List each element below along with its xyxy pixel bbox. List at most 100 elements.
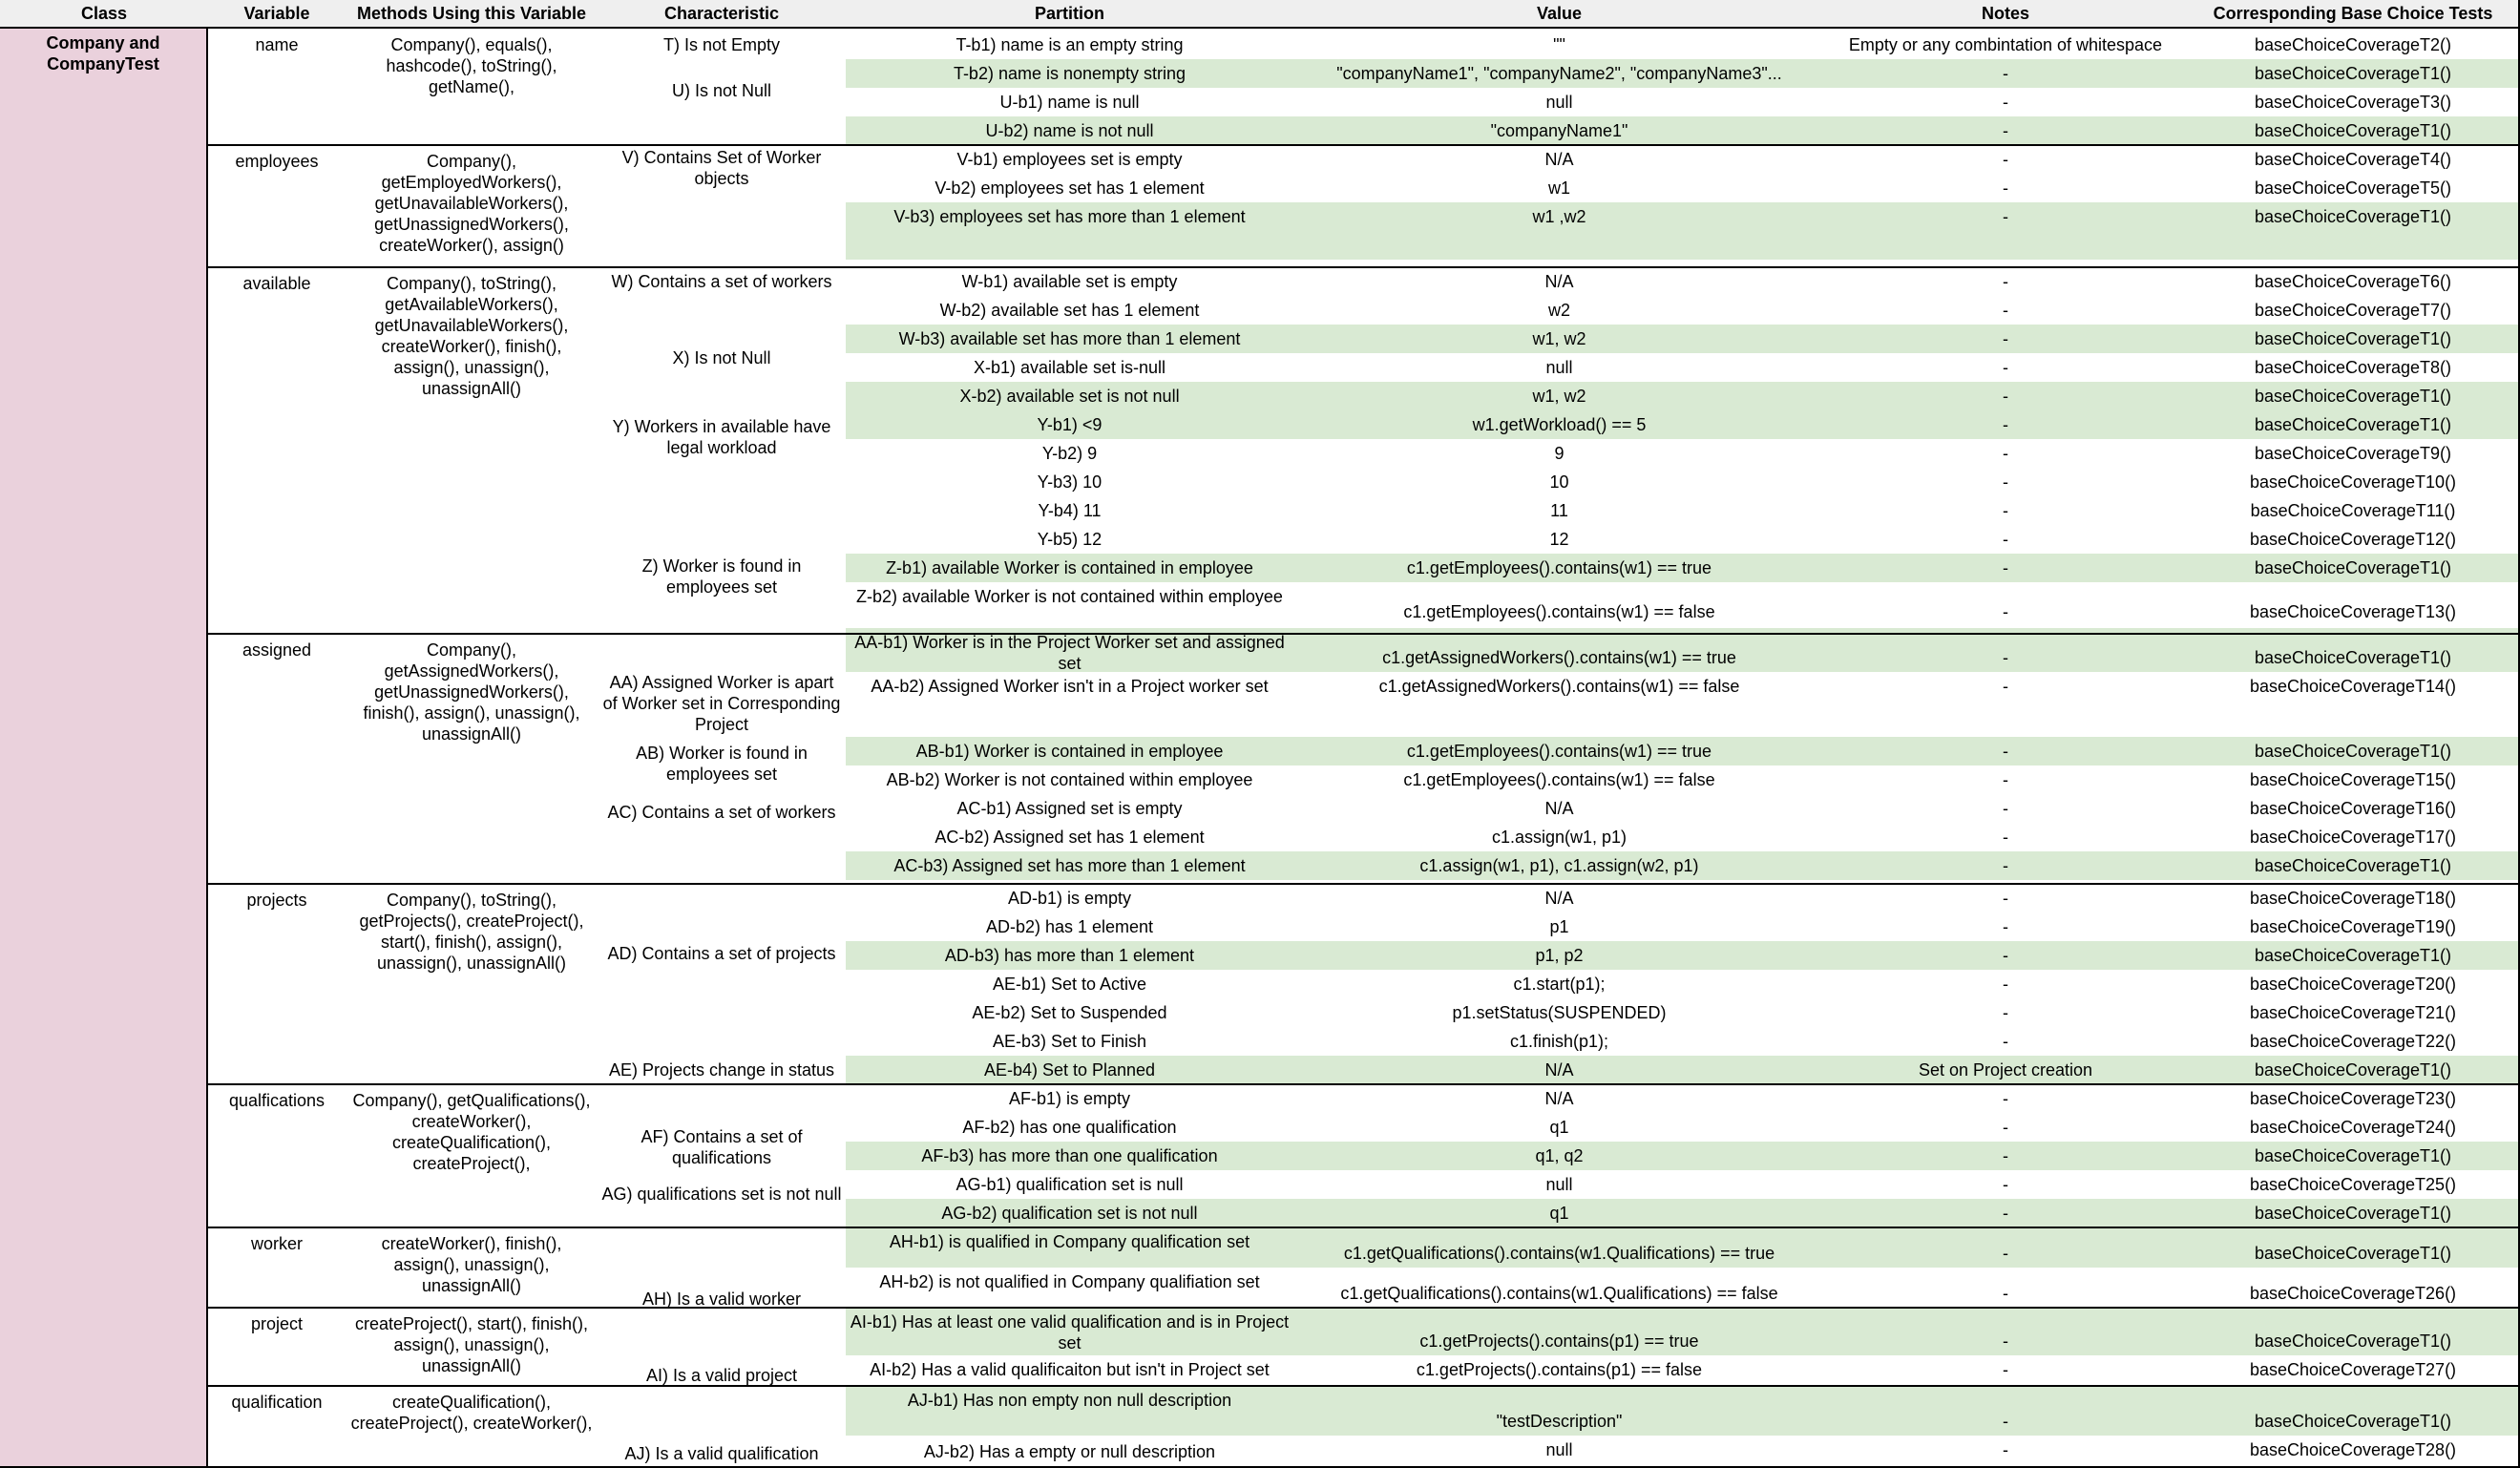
partition-cell[interactable]: Z-b2) available Worker is not contained … [856,587,1283,606]
test-name-cell[interactable]: baseChoiceCoverageT11() [2250,501,2456,520]
value-cell[interactable]: c1.getEmployees().contains(w1) == true [1406,742,1712,761]
test-name-cell[interactable]: baseChoiceCoverageT1() [2254,1204,2452,1223]
partition-cell[interactable]: AI-b2) Has a valid qualificaiton but isn… [870,1360,1270,1379]
partition-cell[interactable]: V-b2) employees set has 1 element [934,178,1205,198]
notes-cell[interactable]: - [2003,1089,2008,1108]
notes-cell[interactable]: - [2003,856,2008,875]
variable-cell[interactable]: projects [246,891,307,910]
notes-cell[interactable]: - [2003,742,2008,761]
value-cell[interactable]: N/A [1544,799,1574,818]
variable-cell[interactable]: qualification [231,1393,323,1412]
test-name-cell[interactable]: baseChoiceCoverageT1() [2254,329,2452,348]
partition-cell[interactable]: AC-b1) Assigned set is empty [956,799,1183,818]
partition-cell[interactable]: W-b1) available set is empty [961,272,1178,291]
methods-cell[interactable]: Company(), toString(), getAvailableWorke… [374,274,569,398]
partition-cell[interactable]: T-b2) name is nonempty string [953,64,1186,83]
characteristic-cell[interactable]: Y) Workers in available have legal workl… [612,417,831,457]
value-cell[interactable]: c1.getEmployees().contains(w1) == false [1403,602,1715,621]
test-name-cell[interactable]: baseChoiceCoverageT1() [2254,1244,2452,1263]
partition-cell[interactable]: Y-b1) <9 [1037,415,1102,434]
notes-cell[interactable]: - [2003,150,2008,169]
value-cell[interactable]: N/A [1544,1089,1574,1108]
variable-cell[interactable]: available [242,274,311,293]
partition-cell[interactable]: W-b3) available set has more than 1 elem… [898,329,1241,348]
test-name-cell[interactable]: baseChoiceCoverageT19() [2249,917,2457,936]
partition-cell[interactable]: Z-b1) available Worker is contained in e… [886,558,1253,577]
notes-cell[interactable]: - [2003,975,2008,994]
value-cell[interactable]: p1 [1549,917,1569,936]
value-cell[interactable]: null [1545,1175,1573,1194]
notes-cell[interactable]: - [2003,1360,2008,1379]
test-name-cell[interactable]: baseChoiceCoverageT13() [2249,602,2457,621]
notes-cell[interactable]: - [2003,1204,2008,1223]
test-name-cell[interactable]: baseChoiceCoverageT21() [2249,1003,2457,1022]
partition-cell[interactable]: AE-b3) Set to Finish [992,1032,1147,1051]
value-cell[interactable]: c1.getEmployees().contains(w1) == false [1403,770,1715,789]
notes-cell[interactable]: - [2003,1332,2008,1351]
notes-cell[interactable]: - [2003,1003,2008,1022]
partition-cell[interactable]: AC-b2) Assigned set has 1 element [934,828,1205,847]
value-cell[interactable]: "companyName1", "companyName2", "company… [1336,64,1782,83]
methods-cell[interactable]: Company(), getEmployedWorkers(), getUnav… [374,152,569,255]
header-cell[interactable]: Class [0,0,208,29]
notes-cell[interactable]: - [2003,558,2008,577]
value-cell[interactable]: c1.getProjects().contains(p1) == false [1416,1360,1703,1379]
value-cell[interactable]: w1, w2 [1532,387,1586,406]
partition-cell[interactable]: AA-b2) Assigned Worker isn't in a Projec… [871,677,1269,696]
variable-cell[interactable]: assigned [242,640,312,660]
test-name-cell[interactable]: baseChoiceCoverageT1() [2254,648,2452,667]
test-name-cell[interactable]: baseChoiceCoverageT25() [2249,1175,2457,1194]
value-cell[interactable]: c1.getAssignedWorkers().contains(w1) == … [1378,677,1740,696]
partition-cell[interactable]: AH-b2) is not qualified in Company quali… [879,1272,1260,1291]
value-cell[interactable]: 12 [1549,530,1569,549]
notes-cell[interactable]: - [2003,472,2008,492]
test-name-cell[interactable]: baseChoiceCoverageT7() [2254,301,2452,320]
test-name-cell[interactable]: baseChoiceCoverageT1() [2254,742,2452,761]
value-cell[interactable]: q1, q2 [1535,1146,1584,1165]
partition-cell[interactable]: AD-b3) has more than 1 element [944,946,1195,965]
test-name-cell[interactable]: baseChoiceCoverageT9() [2254,444,2452,463]
test-name-cell[interactable]: baseChoiceCoverageT12() [2249,530,2457,549]
partition-cell[interactable]: AH-b1) is qualified in Company qualifica… [889,1232,1250,1251]
variable-cell[interactable]: qualfications [228,1091,326,1110]
notes-cell[interactable]: Empty or any combintation of whitespace [1848,35,2163,54]
notes-cell[interactable]: - [2003,889,2008,908]
notes-cell[interactable]: - [2003,946,2008,965]
test-name-cell[interactable]: baseChoiceCoverageT27() [2249,1360,2457,1379]
test-name-cell[interactable]: baseChoiceCoverageT23() [2249,1089,2457,1108]
partition-cell[interactable]: AB-b2) Worker is not contained within em… [886,770,1253,789]
characteristic-cell[interactable]: AD) Contains a set of projects [607,944,836,963]
value-cell[interactable]: "companyName1" [1490,121,1628,140]
characteristic-cell[interactable]: W) Contains a set of workers [611,272,832,291]
notes-cell[interactable]: - [2003,828,2008,847]
value-cell[interactable]: w1 ,w2 [1532,207,1586,226]
partition-cell[interactable]: AE-b1) Set to Active [992,975,1147,994]
notes-cell[interactable]: - [2003,1244,2008,1263]
partition-cell[interactable]: Y-b2) 9 [1041,444,1098,463]
characteristic-cell[interactable]: AC) Contains a set of workers [607,803,836,822]
value-cell[interactable]: w2 [1547,301,1570,320]
methods-cell[interactable]: createWorker(), finish(), assign(), unas… [381,1234,562,1295]
test-name-cell[interactable]: baseChoiceCoverageT1() [2254,64,2452,83]
characteristic-cell[interactable]: Z) Worker is found in employees set [641,556,802,597]
test-name-cell[interactable]: baseChoiceCoverageT3() [2254,93,2452,112]
value-cell[interactable]: c1.getAssignedWorkers().contains(w1) == … [1382,648,1736,667]
partition-cell[interactable]: U-b1) name is null [999,93,1140,112]
partition-cell[interactable]: AC-b3) Assigned set has more than 1 elem… [893,856,1246,875]
test-name-cell[interactable]: baseChoiceCoverageT1() [2254,387,2452,406]
characteristic-cell[interactable]: AI) Is a valid project [645,1366,798,1385]
value-cell[interactable]: c1.finish(p1); [1509,1032,1609,1051]
test-name-cell[interactable]: baseChoiceCoverageT1() [2254,1412,2452,1431]
partition-cell[interactable]: V-b1) employees set is empty [956,150,1183,169]
value-cell[interactable]: 9 [1554,444,1564,463]
test-name-cell[interactable]: baseChoiceCoverageT20() [2249,975,2457,994]
test-name-cell[interactable]: baseChoiceCoverageT1() [2254,1060,2452,1080]
value-cell[interactable]: 10 [1549,472,1569,492]
value-cell[interactable]: q1 [1549,1204,1569,1223]
test-name-cell[interactable]: baseChoiceCoverageT6() [2254,272,2452,291]
notes-cell[interactable]: - [2003,64,2008,83]
notes-cell[interactable]: - [2003,93,2008,112]
partition-cell[interactable]: AA-b1) Worker is in the Project Worker s… [854,633,1285,673]
test-name-cell[interactable]: baseChoiceCoverageT1() [2254,415,2452,434]
notes-cell[interactable]: - [2003,415,2008,434]
